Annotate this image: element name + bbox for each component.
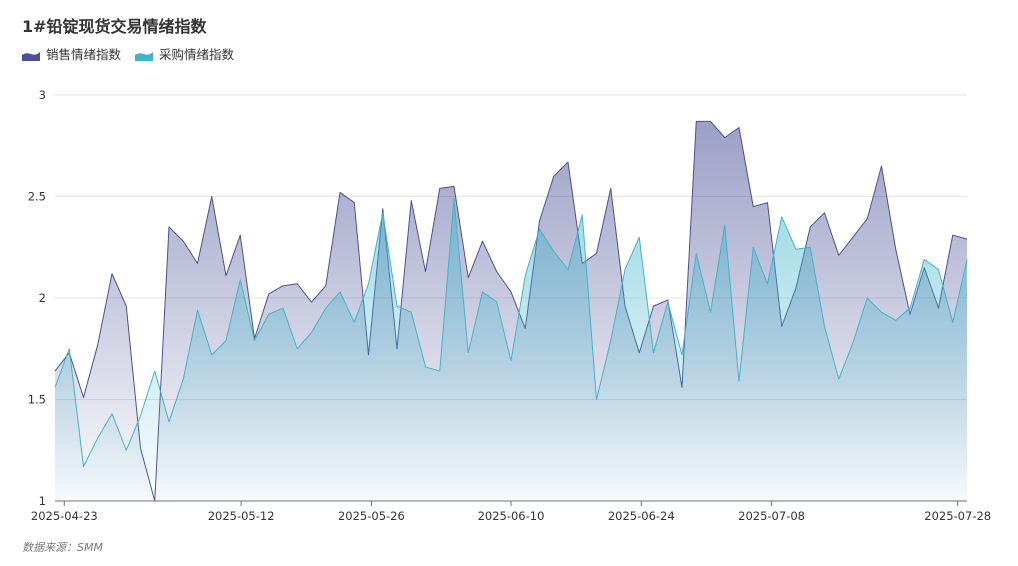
y-tick-label: 2 — [39, 291, 46, 305]
x-tick-label: 2025-06-24 — [608, 509, 675, 523]
legend-swatch-sales-icon — [22, 49, 40, 61]
series-layer — [54, 120, 968, 502]
source-note: 数据来源：SMM — [22, 541, 103, 554]
series-line-sales — [54, 120, 968, 502]
y-tick-label: 1 — [39, 494, 46, 508]
legend-label-purchase: 采购情绪指数 — [159, 47, 235, 62]
y-tick-label: 1.5 — [28, 393, 46, 407]
legend-item-purchase[interactable]: 采购情绪指数 — [135, 44, 234, 63]
y-axis: 1 1.5 2 2.5 3 — [28, 88, 46, 508]
legend-label-sales: 销售情绪指数 — [46, 47, 122, 62]
y-tick-label: 3 — [39, 88, 46, 102]
legend-swatch-purchase-icon — [135, 49, 154, 61]
y-tick-label: 2.5 — [28, 190, 46, 204]
x-tick-label: 2025-04-23 — [31, 509, 98, 523]
chart-title: 1#铅锭现货交易情绪指数 — [22, 17, 207, 36]
series-line-purchase — [54, 198, 968, 467]
x-tick-label: 2025-05-12 — [208, 509, 275, 523]
area-purchase — [55, 198, 967, 501]
legend-item-sales[interactable]: 销售情绪指数 — [22, 44, 121, 63]
x-tick-label: 2025-07-28 — [924, 509, 991, 523]
x-axis: 2025-04-23 2025-05-12 2025-05-26 2025-06-10… — [31, 500, 991, 523]
x-tick-label: 2025-07-08 — [738, 509, 805, 523]
legend: 销售情绪指数 采购情绪指数 — [22, 44, 234, 63]
x-tick-label: 2025-05-26 — [338, 509, 405, 523]
x-tick-label: 2025-06-10 — [478, 509, 545, 523]
